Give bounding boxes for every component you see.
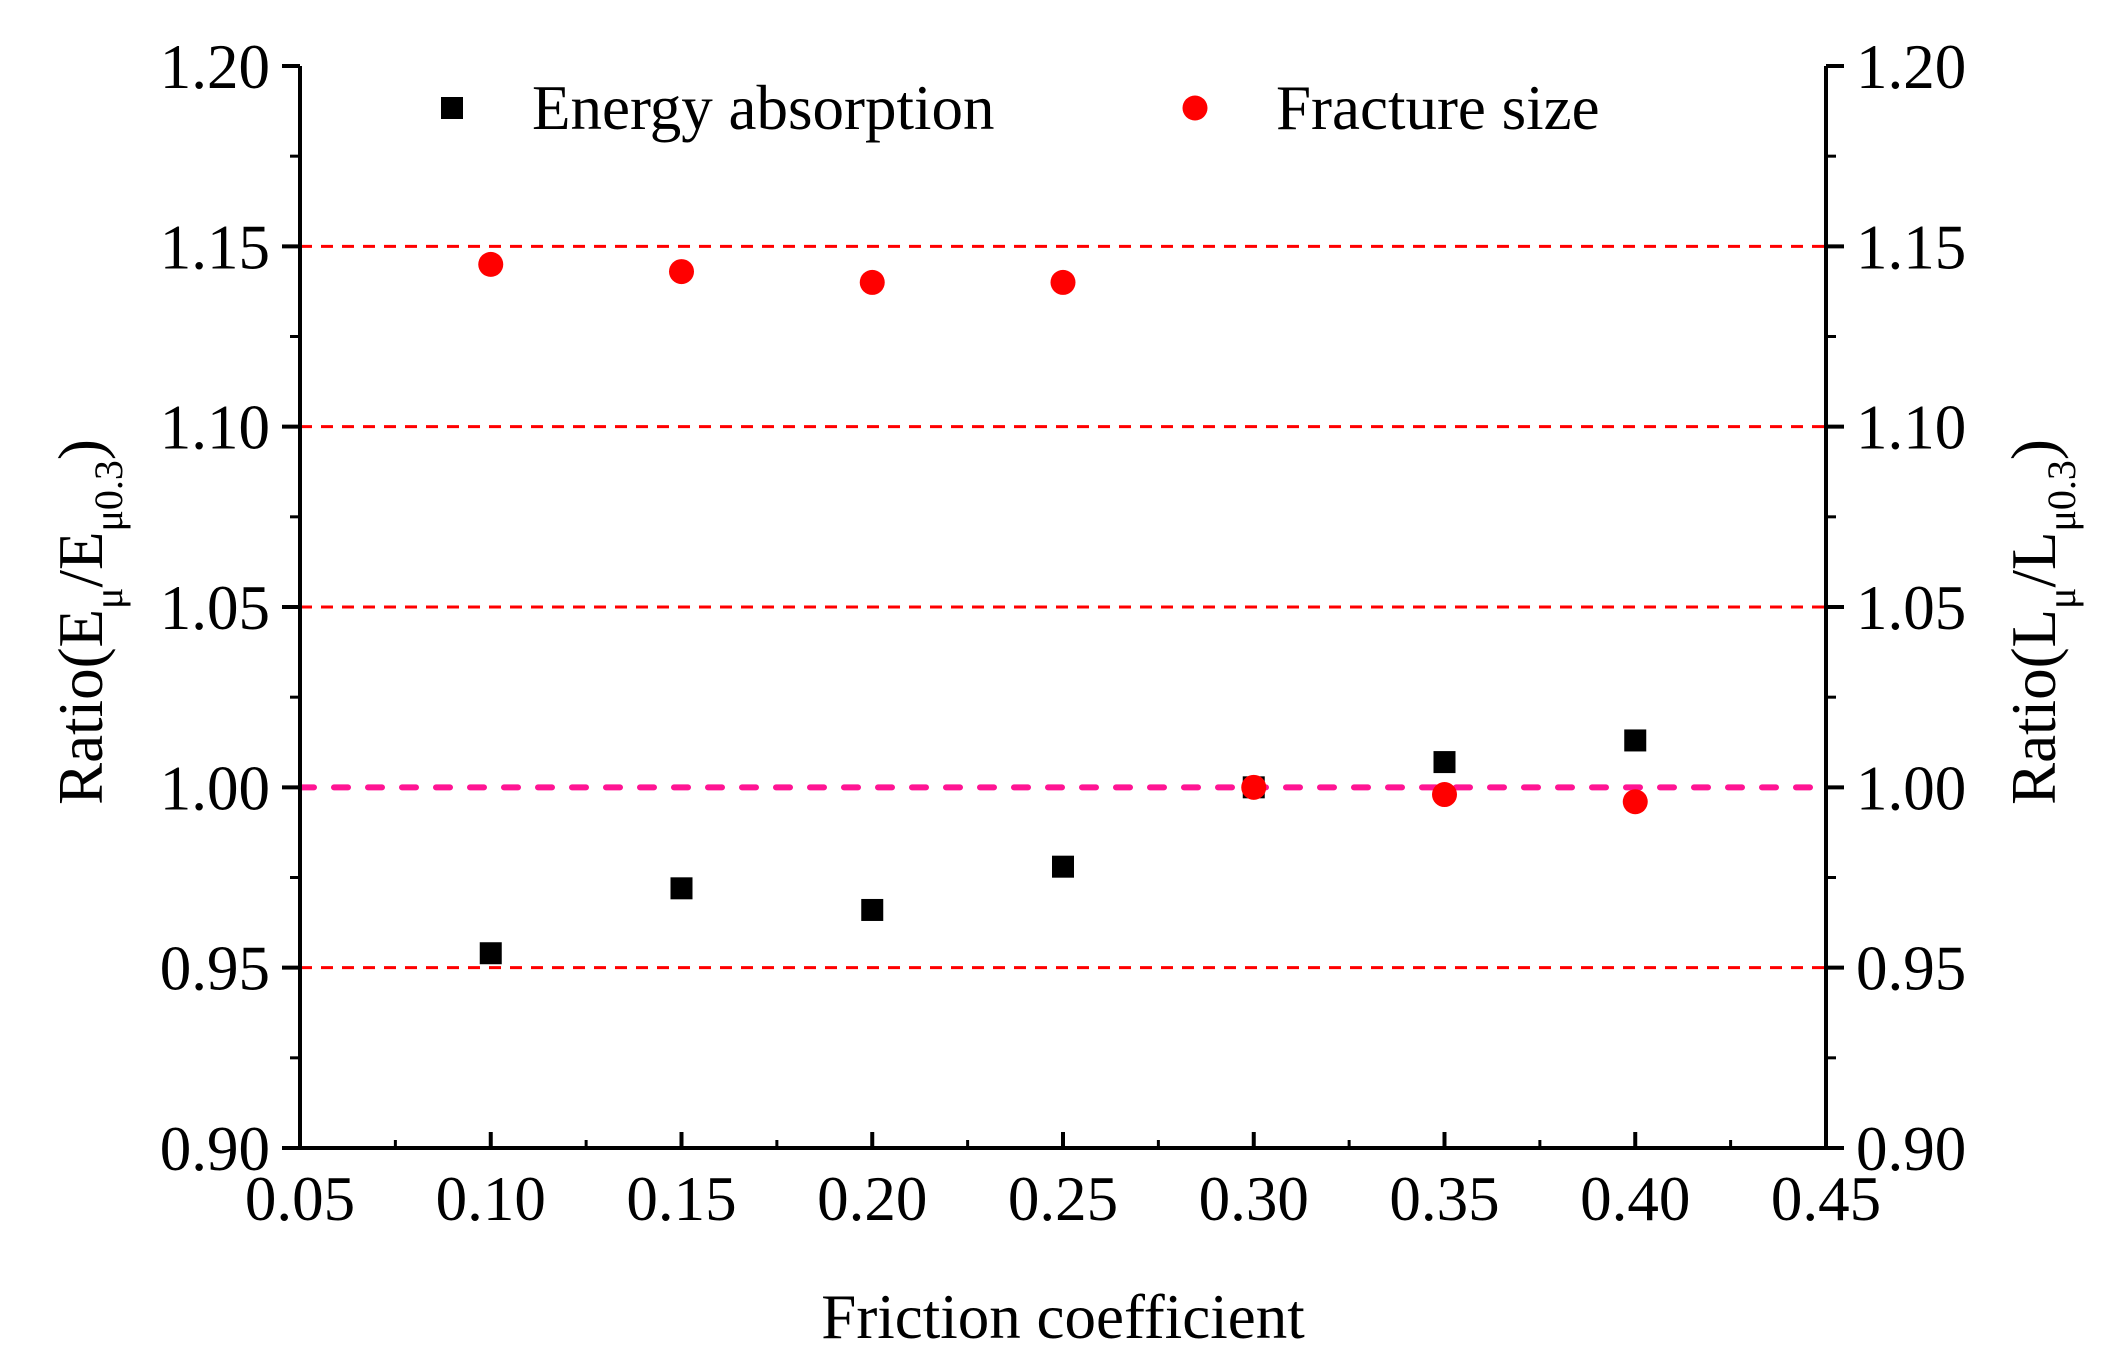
y-left-mid: /E	[46, 532, 116, 588]
legend-square-marker	[441, 97, 463, 119]
fracture-size-point	[1432, 782, 1457, 808]
x-tick-label: 0.05	[245, 1164, 355, 1234]
reference-lines	[297, 244, 1829, 970]
y-right-tick-label: 1.00	[1856, 753, 1966, 823]
y-left-sub2: μ0.3	[86, 460, 131, 531]
x-tick-label: 0.25	[1008, 1164, 1118, 1234]
x-tick-label: 0.15	[626, 1164, 736, 1234]
energy-absorption-point	[479, 942, 502, 965]
y-right-suffix: )	[1999, 439, 2069, 460]
x-tick-label: 0.10	[436, 1164, 546, 1234]
y-right-tick-label: 0.90	[1856, 1114, 1966, 1184]
x-tick-label: 0.30	[1199, 1164, 1309, 1234]
y-left-tick-label: 1.15	[160, 212, 270, 282]
y-left-suffix: )	[46, 439, 116, 460]
y-left-tick-label: 1.10	[160, 393, 270, 463]
x-axis-title: Friction coefficient	[821, 1282, 1305, 1352]
y-left-tick-label: 0.90	[160, 1114, 270, 1184]
data-points	[478, 251, 1648, 965]
y-right-sub2: μ0.3	[2039, 460, 2084, 531]
x-tick-label: 0.35	[1389, 1164, 1499, 1234]
energy-absorption-point	[1052, 855, 1074, 878]
y-right-tick-label: 1.05	[1856, 573, 1966, 643]
svg-text:Ratio(Lμ/Lμ0.3): Ratio(Lμ/Lμ0.3)	[1999, 439, 2084, 805]
y-left-tick-label: 1.00	[160, 753, 270, 823]
fracture-size-point	[1050, 269, 1076, 295]
y-right-tick-label: 1.10	[1856, 393, 1966, 463]
y-axis-title-right: Ratio(Lμ/Lμ0.3)	[1999, 439, 2084, 805]
legend-label-energy-absorption: Energy absorption	[532, 73, 995, 143]
y-right-tick-label: 1.20	[1856, 32, 1966, 102]
y-right-tick-label: 1.15	[1856, 212, 1966, 282]
x-tick-label: 0.40	[1580, 1164, 1690, 1234]
ticks: 0.05 0.10 0.15 0.20 0.25 0.30 0.35 0.40 0.450.90…	[160, 32, 1967, 1234]
legend-circle-marker	[1182, 95, 1208, 121]
fracture-size-point	[1622, 789, 1648, 815]
y-axis-title-left: Ratio(Eμ/Eμ0.3)	[46, 439, 131, 805]
y-left-tick-label: 0.95	[160, 934, 270, 1004]
y-right-mid: /L	[1999, 532, 2069, 588]
x-tick-label: 0.45	[1771, 1164, 1881, 1234]
fracture-size-point	[669, 259, 694, 285]
y-left-tick-label: 1.20	[160, 32, 270, 102]
energy-absorption-point	[1624, 729, 1647, 752]
energy-absorption-point	[670, 877, 693, 900]
fracture-size-point	[478, 251, 504, 277]
x-tick-label: 0.20	[817, 1164, 927, 1234]
fracture-size-point	[859, 269, 885, 295]
energy-absorption-point	[861, 898, 884, 921]
y-right-prefix: Ratio(L	[1999, 609, 2069, 805]
y-right-sub1: μ	[2039, 588, 2084, 609]
y-left-tick-label: 1.05	[160, 573, 270, 643]
fracture-size-point	[1241, 774, 1267, 800]
legend-label-fracture-size: Fracture size	[1276, 73, 1600, 143]
y-left-prefix: Ratio(E	[46, 609, 116, 805]
y-left-sub1: μ	[86, 588, 131, 609]
y-right-tick-label: 0.95	[1856, 934, 1966, 1004]
svg-text:Ratio(Eμ/Eμ0.3): Ratio(Eμ/Eμ0.3)	[46, 439, 131, 805]
legend: Energy absorption Fracture size	[441, 73, 1600, 143]
energy-absorption-point	[1433, 751, 1456, 774]
